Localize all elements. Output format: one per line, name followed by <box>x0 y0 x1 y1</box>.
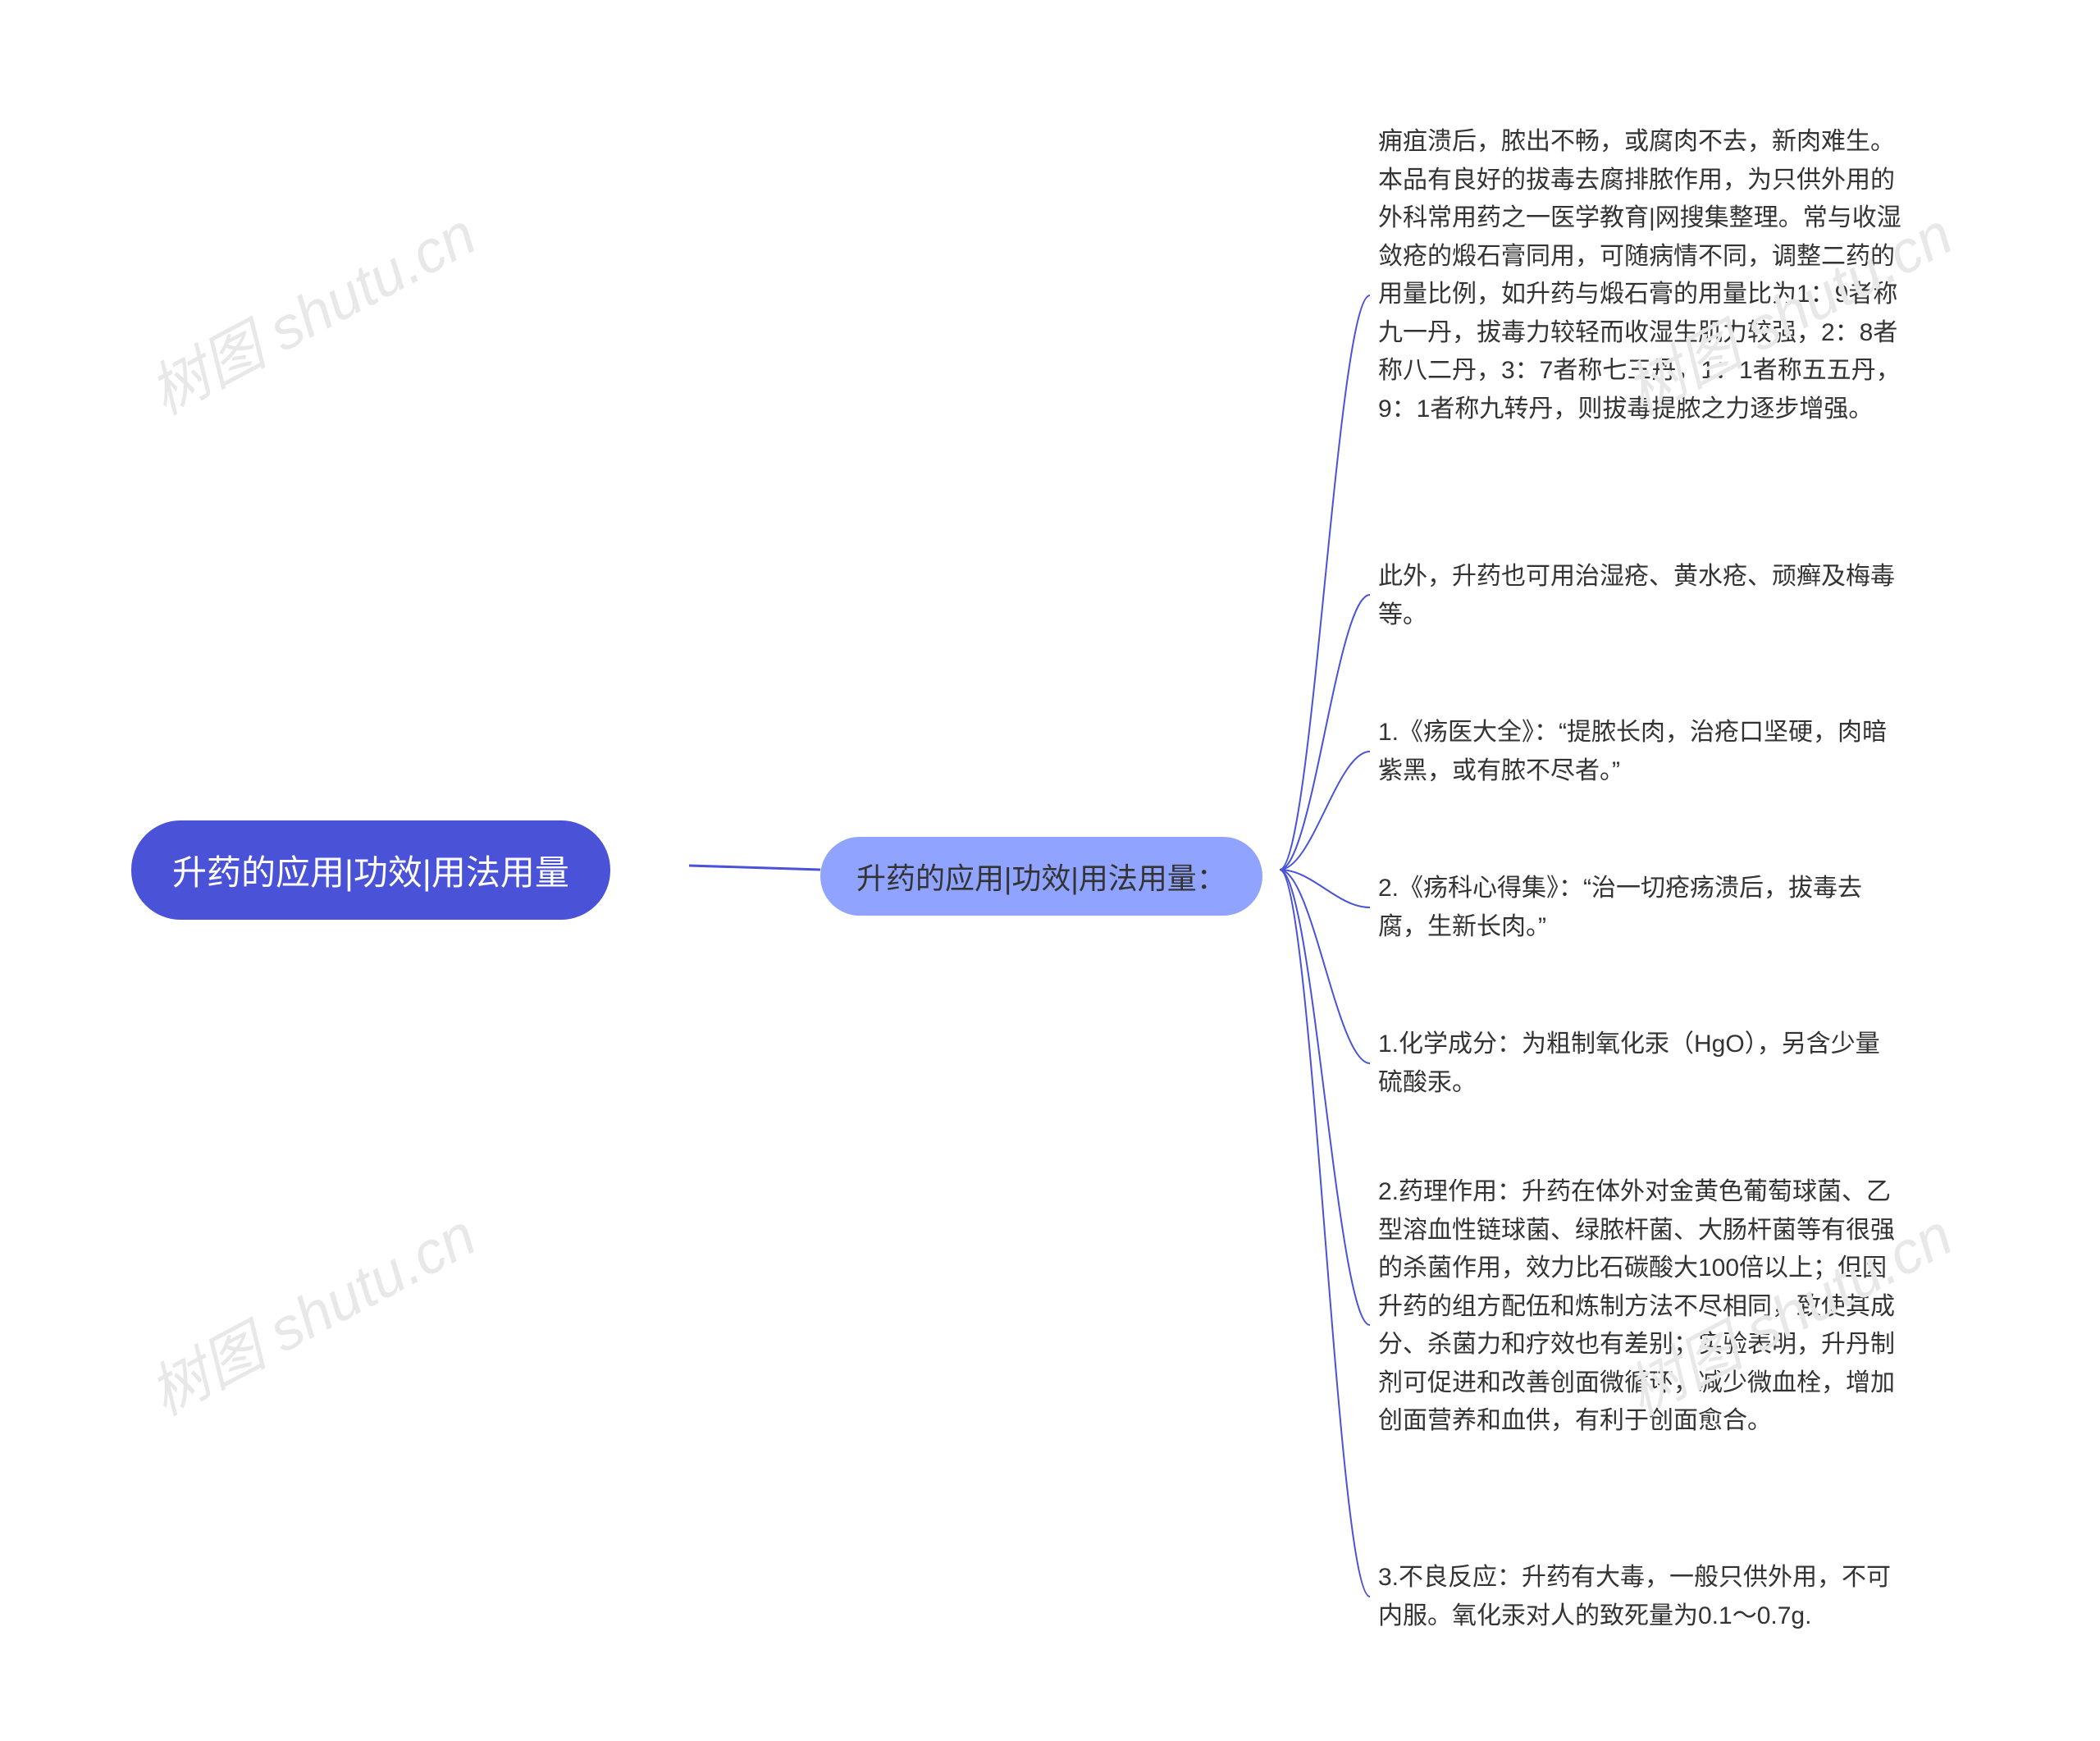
leaf-node[interactable]: 1.化学成分：为粗制氧化汞（HgO），另含少量硫酸汞。 <box>1378 1026 1903 1102</box>
mindmap-canvas: 升药的应用|功效|用法用量 升药的应用|功效|用法用量： 痈疽溃后，脓出不畅，或… <box>0 0 2100 1741</box>
leaf-node[interactable]: 1.《疡医大全》：“提脓长肉，治疮口坚硬，肉暗紫黑，或有脓不尽者。” <box>1378 714 1903 790</box>
leaf-node[interactable]: 此外，升药也可用治湿疮、黄水疮、顽癣及梅毒等。 <box>1378 558 1903 634</box>
leaf-node[interactable]: 3.不良反应：升药有大毒，一般只供外用，不可内服。氧化汞对人的致死量为0.1～0… <box>1378 1559 1903 1635</box>
leaf-node[interactable]: 2.药理作用：升药在体外对金黄色葡萄球菌、乙型溶血性链球菌、绿脓杆菌、大肠杆菌等… <box>1378 1173 1903 1441</box>
watermark: 树图 shutu.cn <box>132 187 488 431</box>
root-node[interactable]: 升药的应用|功效|用法用量 <box>131 820 610 920</box>
sub-node[interactable]: 升药的应用|功效|用法用量： <box>820 837 1262 916</box>
leaf-node[interactable]: 2.《疡科心得集》：“治一切疮疡溃后，拔毒去腐，生新长肉。” <box>1378 870 1903 946</box>
leaf-node[interactable]: 痈疽溃后，脓出不畅，或腐肉不去，新肉难生。本品有良好的拔毒去腐排脓作用，为只供外… <box>1378 123 1903 428</box>
watermark: 树图 shutu.cn <box>132 1188 488 1432</box>
